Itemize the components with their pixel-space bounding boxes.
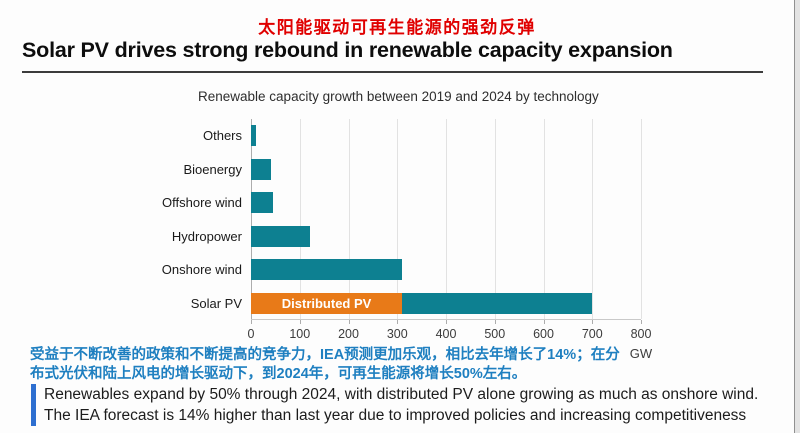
tick-mark-100: [299, 320, 301, 324]
bar-segment: [251, 125, 256, 147]
category-label: Offshore wind: [162, 195, 242, 211]
tick-mark-800: [641, 320, 642, 324]
category-label: Others: [202, 128, 242, 144]
tick-label-700: 700: [581, 327, 603, 341]
tick-mark-600: [543, 320, 545, 324]
page-title: Solar PV drives strong rebound in renewa…: [22, 38, 673, 62]
bar-row: [251, 119, 641, 153]
bar-row: [251, 153, 641, 187]
category-label: Bioenergy: [183, 161, 242, 177]
gridline-300: [397, 119, 399, 319]
tick-label-400: 400: [435, 327, 457, 341]
bar-segment: [402, 292, 593, 314]
tick-mark-500: [494, 320, 496, 324]
gridlines: [251, 119, 642, 320]
plot-area: Distributed PV: [251, 119, 642, 320]
chinese-annotation: 受益于不断改善的政策和不断提高的竞争力，IEA预测更加乐观，相比去年增长了14%…: [30, 346, 630, 383]
tick-mark-300: [397, 320, 399, 324]
category-label: Onshore wind: [161, 262, 242, 278]
category-label: Solar PV: [190, 295, 242, 311]
bar-row: [251, 186, 641, 220]
tick-mark-400: [446, 320, 447, 324]
gridline-0: [251, 119, 252, 319]
category-labels: Others Bioenergy Offshore wind Hydropower On…: [159, 119, 251, 320]
summary-line-2: The IEA forecast is 14% higher than last…: [44, 407, 747, 424]
gridline-600: [543, 119, 545, 319]
tick-label-200: 200: [338, 327, 359, 341]
axis-unit-label: GW: [629, 346, 653, 361]
bar-segment: [251, 225, 310, 247]
gridline-500: [494, 119, 496, 319]
chinese-annotation-line-1: 受益于不断改善的政策和不断提高的竞争力，IEA预测更加乐观，相比去年增长了14%…: [30, 347, 620, 363]
bar-segment-label: Distributed PV: [281, 295, 372, 311]
tick-label-600: 600: [533, 327, 554, 341]
tick-mark-0: [251, 320, 252, 324]
bar-segment: Distributed PV: [251, 292, 403, 314]
page-right-edge: [794, 0, 800, 433]
x-axis: GW 0 100 200 300 400 500 600 700 800: [247, 320, 652, 365]
bar-segment: [251, 192, 273, 214]
title-divider: [22, 71, 763, 73]
category-label: Hydropower: [171, 228, 242, 244]
chinese-title: 太阳能驱动可再生能源的强劲反弹: [258, 18, 536, 37]
gridline-800: [641, 119, 642, 319]
tick-label-100: 100: [289, 327, 311, 341]
tick-label-500: 500: [484, 327, 506, 341]
tick-label-800: 800: [630, 327, 652, 341]
bar-row: Distributed PV: [251, 287, 641, 321]
bar-row: [251, 253, 641, 287]
gridline-200: [348, 119, 350, 319]
gridline-400: [446, 119, 447, 319]
summary-callout: Renewables expand by 50% through 2024, w…: [31, 384, 783, 426]
gridline-700: [592, 119, 594, 319]
tick-label-300: 300: [386, 327, 408, 341]
tick-label-0: 0: [247, 327, 255, 341]
chinese-annotation-line-2: 布式光伏和陆上风电的增长驱动下，到2024年，可再生能源将增长50%左右。: [30, 365, 527, 382]
chart-title: Renewable capacity growth between 2019 a…: [198, 89, 599, 104]
bar-segment: [251, 259, 403, 281]
tick-mark-200: [348, 320, 350, 324]
bar-segment: [251, 158, 271, 180]
gridline-100: [299, 119, 301, 319]
bars: Distributed PV: [251, 119, 641, 320]
bar-chart: Others Bioenergy Offshore wind Hydropower On…: [159, 119, 652, 365]
tick-mark-700: [592, 320, 594, 324]
chart-body: Others Bioenergy Offshore wind Hydropower On…: [159, 119, 642, 320]
summary-line-1: Renewables expand by 50% through 2024, w…: [44, 386, 759, 403]
bar-row: [251, 220, 641, 254]
